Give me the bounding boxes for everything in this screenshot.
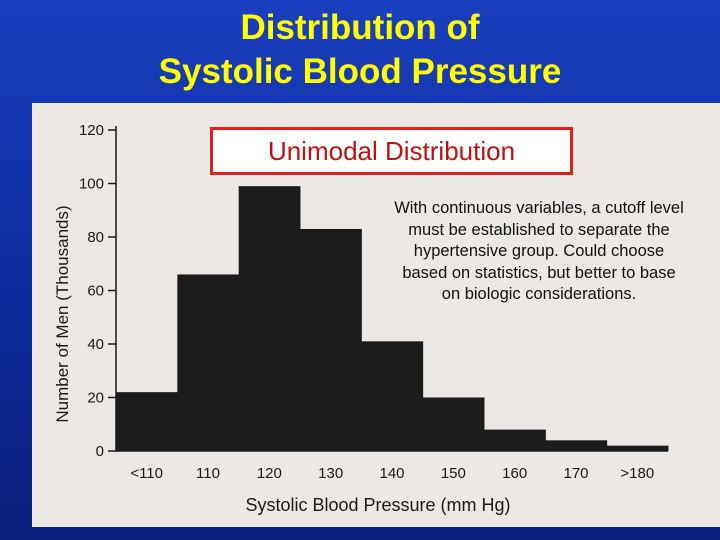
- cutoff-note: With continuous variables, a cutoff leve…: [394, 198, 684, 306]
- histogram-bar-150: [422, 397, 485, 451]
- unimodal-callout: Unimodal Distribution: [210, 127, 573, 175]
- y-tick-label-60: 60: [87, 283, 104, 300]
- x-tick-label-120: 120: [257, 465, 282, 482]
- x-tick-label-160: 160: [502, 465, 527, 482]
- y-tick-label-80: 80: [87, 229, 104, 246]
- x-tick-label-110: 110: [196, 465, 220, 482]
- x-tick-label-140: 140: [379, 465, 404, 482]
- slide-title-line-1: Distribution of: [240, 8, 480, 47]
- y-axis-label: Number of Men (Thousands): [53, 205, 72, 422]
- histogram-bar-140: [361, 341, 424, 451]
- x-tick-label-110: <110: [130, 465, 163, 482]
- histogram-bar-130: [300, 228, 362, 451]
- y-tick-label-0: 0: [96, 443, 104, 460]
- y-tick-label-40: 40: [87, 336, 104, 353]
- x-tick-label-130: 130: [318, 465, 343, 482]
- y-tick-label-20: 20: [87, 390, 104, 407]
- slide-title-line-2: Systolic Blood Pressure: [158, 52, 562, 91]
- x-tick-label-150: 150: [441, 465, 466, 482]
- x-axis-label: Systolic Blood Pressure (mm Hg): [245, 495, 510, 515]
- histogram-bar-180: [606, 445, 669, 451]
- histogram-bar-170: [545, 440, 608, 451]
- y-tick-label-100: 100: [79, 176, 104, 193]
- histogram-bar-160: [484, 429, 546, 451]
- histogram-bar-110: [116, 392, 178, 451]
- x-tick-label-170: 170: [563, 465, 588, 482]
- slide-title: Distribution of Systolic Blood Pressure: [0, 6, 720, 94]
- histogram-figure: 0 20 40 60 80 100 120 <110 110 120 130 140 150 160 170…: [32, 103, 720, 527]
- histogram-bar-110: [177, 274, 240, 451]
- x-tick-label-180: >180: [620, 465, 654, 482]
- histogram-bar-120: [238, 186, 301, 452]
- y-tick-label-120: 120: [79, 122, 104, 139]
- histogram-chart: 0 20 40 60 80 100 120 <110 110 120 130 140 150 160 170…: [53, 122, 669, 515]
